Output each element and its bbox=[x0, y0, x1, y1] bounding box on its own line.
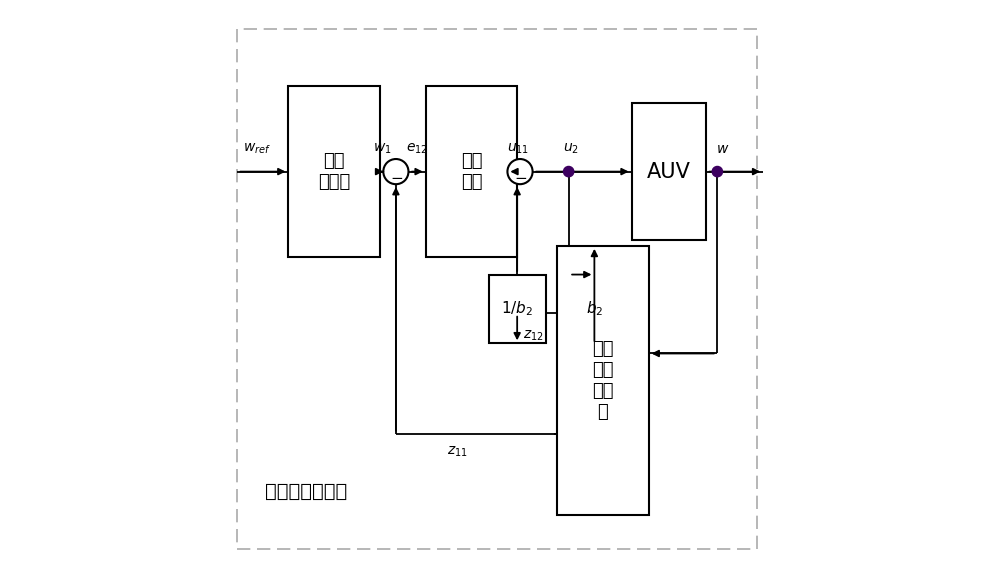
Text: 扩张
状态
观测
器: 扩张 状态 观测 器 bbox=[592, 340, 614, 420]
Text: $u_{11}$: $u_{11}$ bbox=[507, 141, 530, 156]
Text: −: − bbox=[391, 171, 403, 186]
Text: 一阶自抗扰控制: 一阶自抗扰控制 bbox=[265, 482, 348, 502]
Text: AUV: AUV bbox=[647, 162, 691, 181]
Bar bbox=[557, 246, 649, 515]
Bar bbox=[426, 86, 517, 257]
Bar bbox=[489, 275, 546, 343]
Text: $u_2$: $u_2$ bbox=[563, 141, 580, 156]
Text: $e_{12}$: $e_{12}$ bbox=[406, 141, 428, 156]
Circle shape bbox=[507, 159, 533, 184]
Text: $w$: $w$ bbox=[716, 142, 730, 156]
Bar bbox=[632, 103, 706, 240]
Text: $z_{12}$: $z_{12}$ bbox=[523, 329, 544, 343]
Text: $w_1$: $w_1$ bbox=[373, 141, 391, 156]
Text: $z_{11}$: $z_{11}$ bbox=[447, 444, 468, 459]
Text: 误差
反馈: 误差 反馈 bbox=[461, 152, 482, 191]
Text: −: − bbox=[515, 171, 528, 186]
Circle shape bbox=[383, 159, 408, 184]
Bar bbox=[566, 275, 623, 343]
Text: 跟踪
微分器: 跟踪 微分器 bbox=[318, 152, 350, 191]
Circle shape bbox=[563, 166, 574, 177]
Bar bbox=[288, 86, 380, 257]
Text: $w_{ref}$: $w_{ref}$ bbox=[243, 141, 271, 156]
Circle shape bbox=[712, 166, 723, 177]
Text: $b_2$: $b_2$ bbox=[586, 300, 603, 318]
Text: $1/b_2$: $1/b_2$ bbox=[501, 300, 533, 318]
